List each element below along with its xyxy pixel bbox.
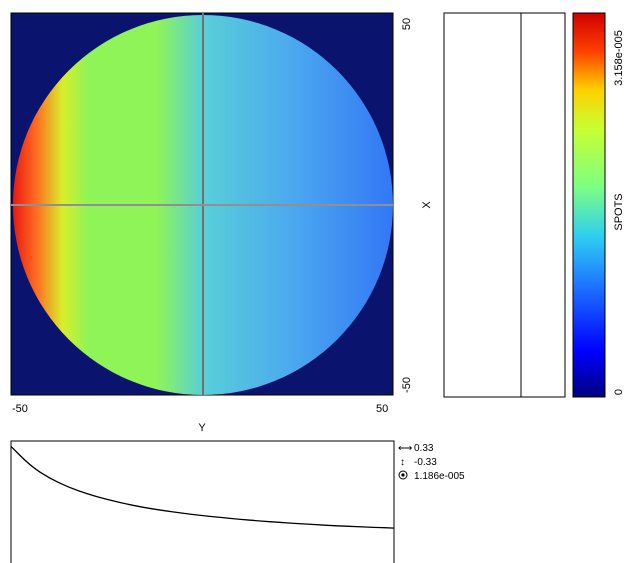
colorbar-max-label: 3.158e-005 <box>613 30 625 86</box>
profile-line <box>10 445 395 529</box>
y-axis-label: X <box>421 201 433 209</box>
readout-vertical: -0.33 <box>414 457 437 468</box>
x-tick-min: -50 <box>12 403 28 415</box>
colorbar-fill <box>572 12 606 398</box>
readout-value: 1.186e-005 <box>414 471 465 482</box>
heatmap-panel <box>10 12 394 396</box>
vertical-arrow-icon: ↕ <box>400 457 405 468</box>
x-axis-label: Y <box>198 422 206 434</box>
y-tick-min: -50 <box>401 377 413 393</box>
x-tick-max: 50 <box>376 403 388 415</box>
y-tick-max: 50 <box>401 18 413 30</box>
profile-panel <box>10 440 395 563</box>
side-profile-panel <box>443 12 566 398</box>
readout-panel: ⟷ 0.33 ↕ -0.33 1.186e-005 <box>398 443 465 482</box>
colorbar-min-label: 0 <box>613 389 625 395</box>
colorbar <box>572 12 606 398</box>
profile-frame <box>10 440 395 563</box>
readout-horizontal: 0.33 <box>414 443 434 454</box>
target-icon <box>398 470 408 480</box>
side-profile-frame <box>443 12 566 398</box>
horizontal-arrow-icon: ⟷ <box>398 443 412 454</box>
colorbar-title: SPOTS <box>613 193 625 230</box>
